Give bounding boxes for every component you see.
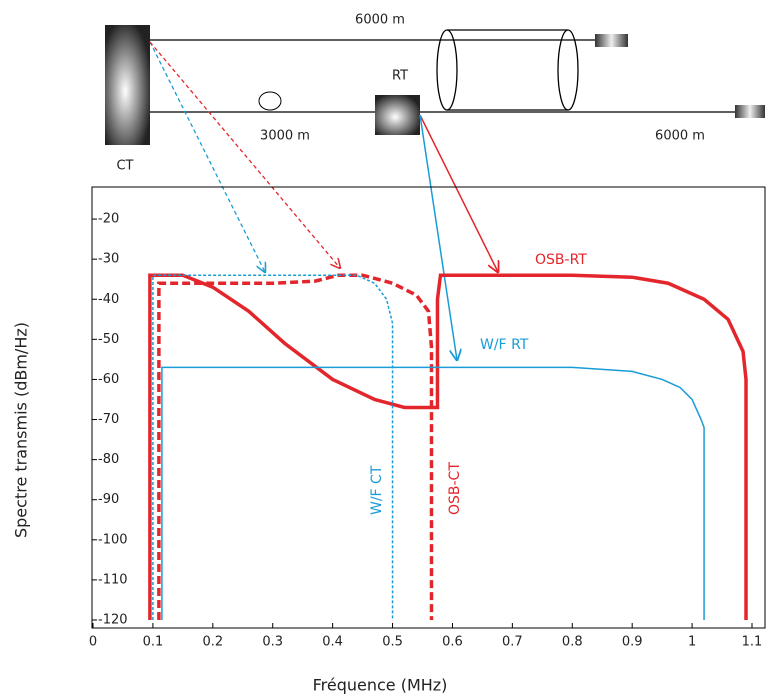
ct-box bbox=[105, 25, 150, 145]
y-tick-label: -100 bbox=[98, 532, 128, 547]
x-tick-label: 0 bbox=[89, 635, 97, 650]
series-line bbox=[157, 273, 434, 620]
y-tick-label: -80 bbox=[98, 452, 119, 467]
x-tick-label: 0.4 bbox=[322, 635, 343, 650]
terminal bbox=[735, 105, 765, 118]
distance-label: 6000 m bbox=[655, 129, 705, 144]
x-tick-label: 0.2 bbox=[202, 635, 223, 650]
x-tick-label: 1.1 bbox=[742, 635, 763, 650]
series-label: OSB-CT bbox=[447, 462, 463, 515]
series-line bbox=[152, 274, 394, 620]
series-label: W/F CT bbox=[369, 465, 385, 515]
x-tick-label: 0.1 bbox=[143, 635, 164, 650]
distance-label: 6000 m bbox=[355, 13, 405, 28]
cable-cylinder bbox=[436, 29, 579, 111]
y-axis-title: Spectre transmis (dBm/Hz) bbox=[12, 322, 31, 538]
series-label: W/F RT bbox=[480, 337, 529, 353]
series-line bbox=[161, 366, 705, 620]
y-tick-label: -50 bbox=[98, 332, 119, 347]
y-tick-label: -110 bbox=[98, 572, 128, 587]
x-tick-label: 1 bbox=[688, 635, 696, 650]
x-tick-label: 0.8 bbox=[562, 635, 583, 650]
series-label: OSB-RT bbox=[535, 252, 587, 268]
y-tick-label: -40 bbox=[98, 292, 119, 307]
x-tick-label: 0.7 bbox=[502, 635, 523, 650]
series-line bbox=[148, 273, 748, 620]
x-tick-label: 0.5 bbox=[382, 635, 403, 650]
plot-frame bbox=[91, 186, 766, 629]
rt-box bbox=[375, 95, 420, 135]
network-diagram: 6000 m CT RT 3000 m 6000 m bbox=[105, 13, 765, 361]
terminal bbox=[595, 34, 628, 47]
rt-label: RT bbox=[392, 69, 408, 84]
y-tick-label: -20 bbox=[98, 212, 119, 227]
ct-label: CT bbox=[116, 159, 133, 174]
y-tick-label: -120 bbox=[98, 612, 128, 627]
x-tick-label: 0.3 bbox=[262, 635, 283, 650]
x-tick-label: 0.6 bbox=[442, 635, 463, 650]
distance-label: 3000 m bbox=[260, 129, 310, 144]
x-axis-title: Fréquence (MHz) bbox=[313, 676, 448, 695]
y-tick-label: -90 bbox=[98, 492, 119, 507]
y-tick-label: -70 bbox=[98, 412, 119, 427]
y-tick-label: -30 bbox=[98, 252, 119, 267]
node bbox=[258, 91, 282, 111]
y-tick-label: -60 bbox=[98, 372, 119, 387]
x-tick-label: 0.9 bbox=[622, 635, 643, 650]
